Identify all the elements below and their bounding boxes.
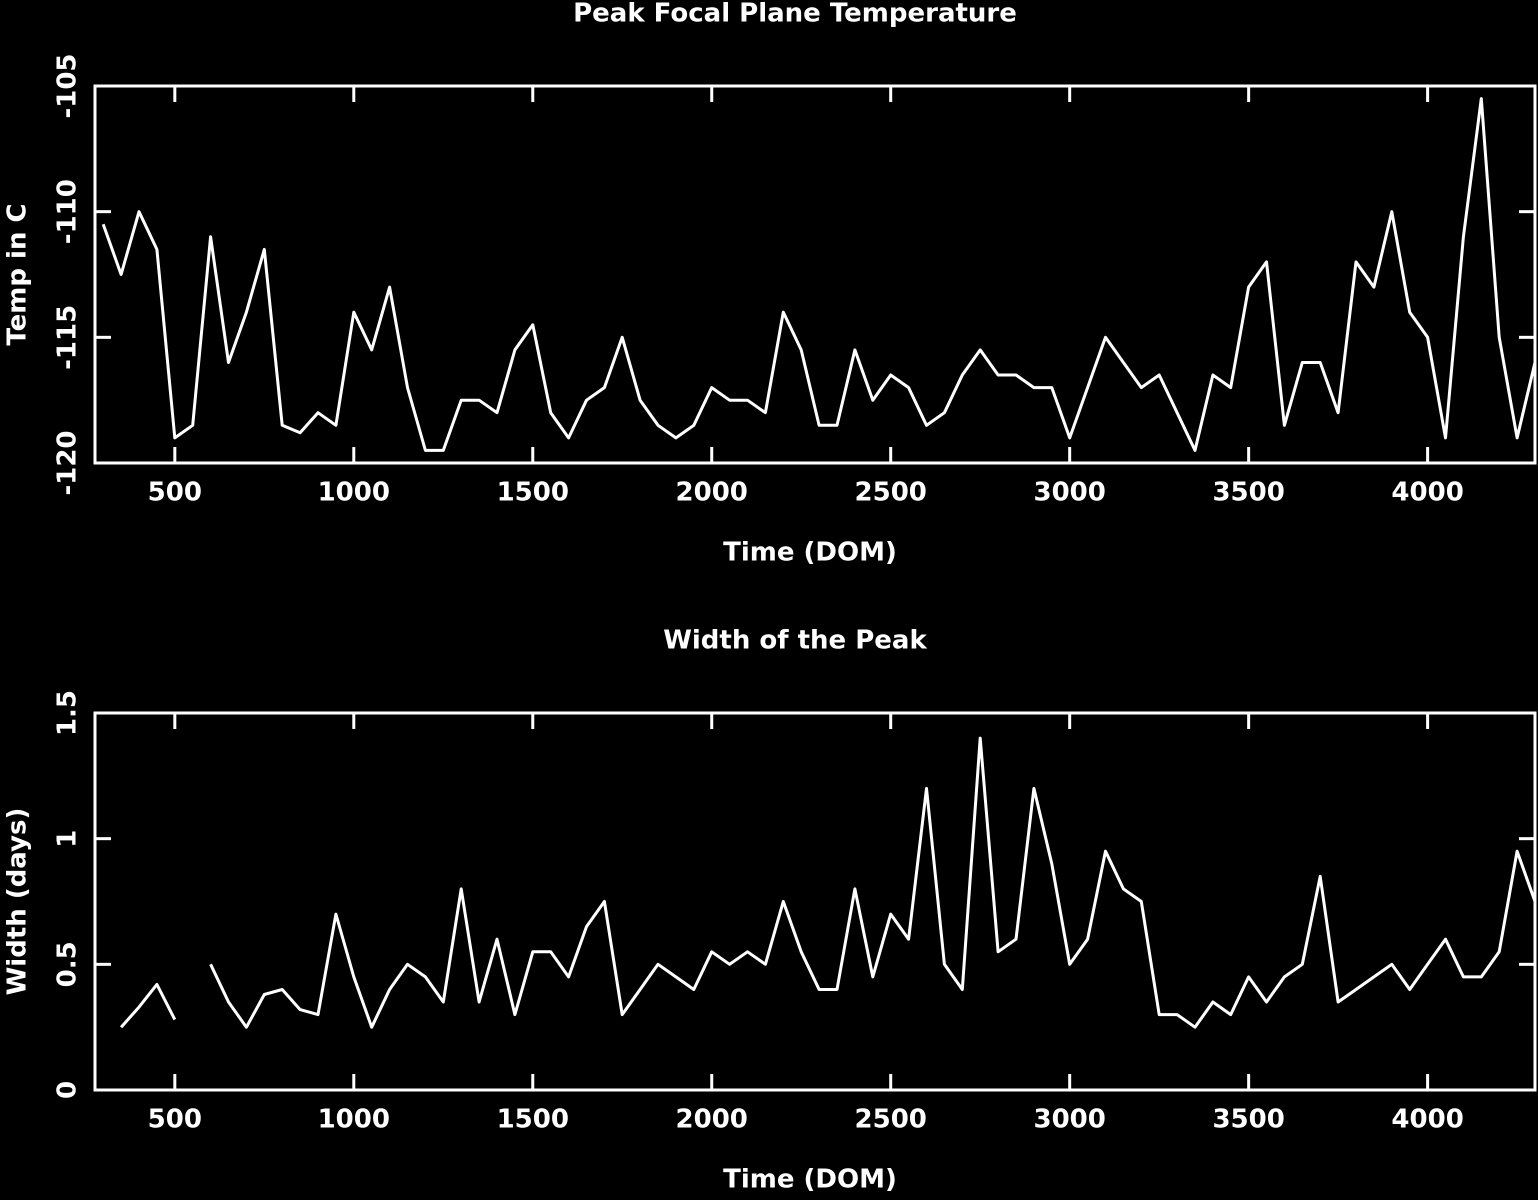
- x-tick-label: 3000: [1033, 1105, 1105, 1135]
- x-tick-label: 4000: [1391, 1105, 1463, 1135]
- y-tick-label: -105: [53, 53, 83, 118]
- x-tick-label: 1000: [318, 1105, 390, 1135]
- x-tick-label: 2000: [676, 478, 748, 508]
- y-axis-label: Width (days): [3, 808, 33, 996]
- chart-title: Peak Focal Plane Temperature: [573, 0, 1017, 29]
- data-line: [101, 97, 1537, 452]
- x-tick-label: 2500: [855, 1105, 927, 1135]
- y-tick-label: -120: [53, 430, 83, 495]
- x-tick-label: 2000: [676, 1105, 748, 1135]
- plot-frame: [93, 84, 1537, 465]
- y-tick-label: -110: [53, 179, 83, 244]
- chart-title: Width of the Peak: [663, 626, 927, 656]
- y-tick-label: 0: [53, 1081, 83, 1099]
- x-tick-label: 4000: [1391, 478, 1463, 508]
- x-tick-label: 3500: [1212, 478, 1284, 508]
- y-axis-label: Temp in C: [3, 203, 33, 345]
- x-axis-label: Time (DOM): [723, 1165, 897, 1195]
- y-tick-label: 0.5: [53, 941, 83, 987]
- x-tick-label: 500: [148, 478, 202, 508]
- x-tick-label: 3000: [1033, 478, 1105, 508]
- x-axis-label: Time (DOM): [723, 538, 897, 568]
- y-tick-label: -115: [53, 305, 83, 370]
- data-line: [119, 736, 1537, 1029]
- x-tick-label: 3500: [1212, 1105, 1284, 1135]
- x-tick-label: 1500: [497, 478, 569, 508]
- x-tick-label: 2500: [855, 478, 927, 508]
- y-tick-label: 1: [53, 830, 83, 848]
- y-tick-label: 1.5: [53, 690, 83, 736]
- x-tick-label: 1000: [318, 478, 390, 508]
- plot-frame: [93, 711, 1537, 1092]
- x-tick-label: 1500: [497, 1105, 569, 1135]
- x-tick-label: 500: [148, 1105, 202, 1135]
